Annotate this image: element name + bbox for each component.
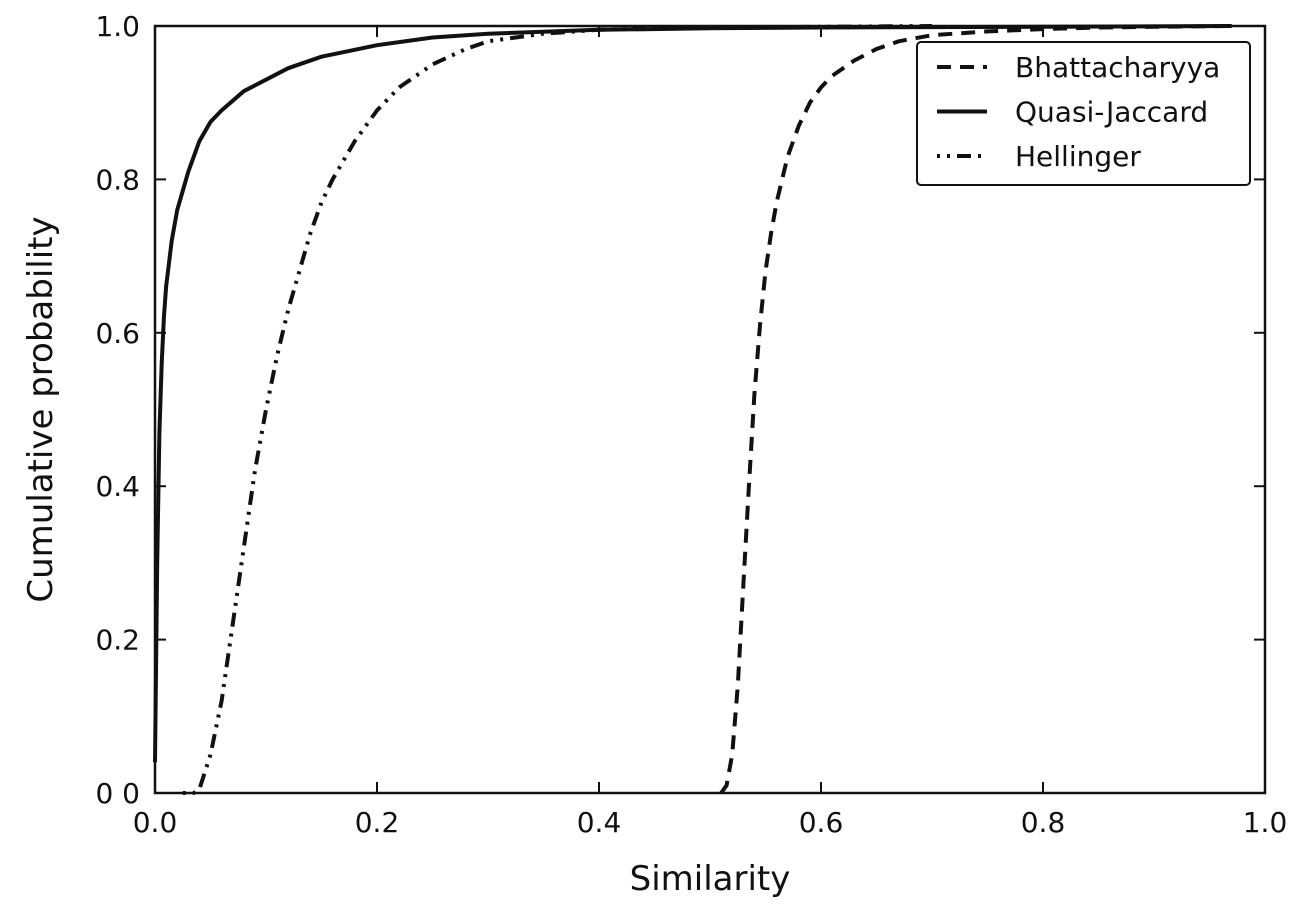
y-tick-label: 0.6 <box>95 317 140 350</box>
x-tick-label: 0.2 <box>355 806 400 839</box>
x-tick-label: 0.8 <box>1021 806 1066 839</box>
x-tick-label: 1.0 <box>1243 806 1288 839</box>
y-axis-label: Cumulative probability <box>21 216 61 602</box>
plot-frame <box>153 24 1267 795</box>
x-tick-label: 0.4 <box>577 806 622 839</box>
x-tick-label: 0.6 <box>799 806 844 839</box>
y-tick-label: 0.4 <box>95 470 140 503</box>
axes-layer: 0.0 0.2 0.4 0.6 0.8 1.0 0 0 0.2 0.4 0.6 0.8 1.0 <box>95 10 1287 839</box>
y-tick-label: 0 0 <box>95 777 140 810</box>
y-tick-label: 0.2 <box>95 624 140 657</box>
legend-label: Hellinger <box>1015 140 1141 173</box>
x-axis-label: Similarity <box>630 859 791 899</box>
series-layer <box>153 24 1232 795</box>
legend-label: Quasi-Jaccard <box>1015 96 1208 129</box>
legend: Bhattacharyya Quasi-Jaccard Hellinger <box>916 41 1251 186</box>
legend-label: Bhattacharyya <box>1015 51 1220 84</box>
series-line-hellinger <box>182 24 933 795</box>
y-tick-label: 0.8 <box>95 163 140 196</box>
x-tick-label: 0.0 <box>133 806 178 839</box>
y-tick-label: 1.0 <box>95 10 140 43</box>
legend-box <box>916 41 1251 186</box>
series-line-quasi-jaccard <box>153 24 1232 763</box>
